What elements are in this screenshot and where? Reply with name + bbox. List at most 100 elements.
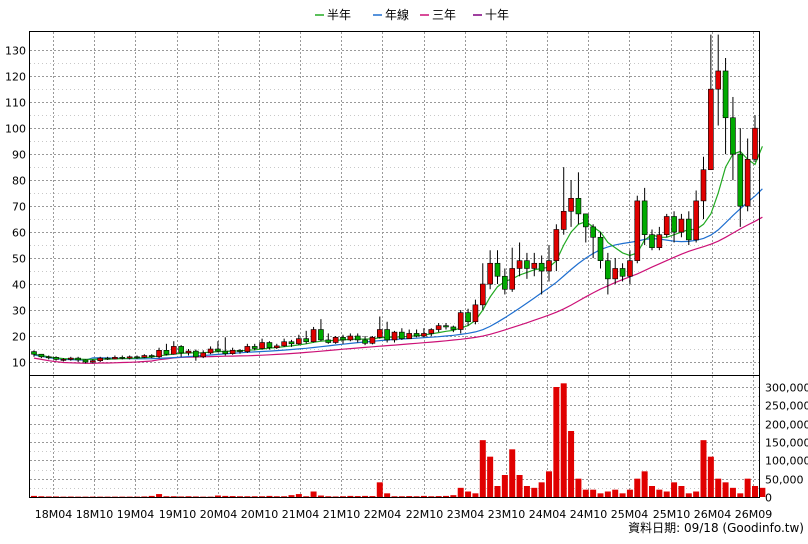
- x-tick-label: 19M04: [117, 508, 155, 521]
- footer-source: 資料日期: 09/18 (Goodinfo.tw): [628, 521, 804, 535]
- volume-bar: [82, 496, 89, 498]
- volume-bar: [303, 496, 310, 497]
- price-tick-label: 100: [5, 123, 26, 136]
- price-tick-label: 80: [12, 175, 26, 188]
- volume-bar: [663, 491, 670, 497]
- candle-body: [112, 357, 118, 360]
- volume-bar: [722, 482, 729, 497]
- volume-panel-border: [29, 375, 760, 498]
- volume-bar: [67, 496, 74, 498]
- volume-bar: [156, 494, 163, 497]
- volume-bar: [384, 493, 391, 497]
- candle-body: [148, 355, 155, 358]
- candle-body: [678, 218, 685, 233]
- volume-bar: [450, 495, 457, 497]
- volume-bar: [295, 494, 302, 497]
- volume-bar: [700, 440, 707, 497]
- candle-body: [82, 359, 89, 363]
- candle-body: [428, 329, 435, 334]
- candle-body: [413, 333, 420, 337]
- candle-body: [722, 70, 729, 119]
- candle-body: [752, 127, 758, 160]
- volume-bar: [752, 486, 758, 497]
- candle-body: [178, 346, 184, 354]
- candle-body: [229, 350, 236, 354]
- volume-bar: [693, 491, 700, 497]
- volume-bar: [178, 496, 185, 497]
- candle-body: [273, 345, 280, 349]
- candle-body: [75, 357, 81, 361]
- volume-bar: [354, 496, 361, 497]
- x-tick-label: 21M04: [282, 508, 320, 521]
- volume-axis: 0 50,000 100,000 150,000 200,000 250,000 300,0…: [765, 382, 808, 505]
- volume-bar: [45, 496, 52, 497]
- candle-body: [693, 200, 699, 241]
- candle-body: [465, 312, 471, 323]
- volume-bar: [281, 496, 288, 497]
- candle-body: [524, 260, 530, 269]
- volume-bar: [376, 482, 383, 497]
- price-tick-label: 120: [5, 71, 26, 84]
- volume-tick-label: 200,000: [765, 419, 808, 432]
- candle-body: [156, 350, 162, 358]
- candle-body: [737, 153, 744, 207]
- volume-bar: [457, 487, 464, 497]
- ma-half-year-line: [33, 146, 763, 360]
- volume-bar: [75, 496, 82, 498]
- candle-body: [97, 357, 104, 362]
- candle-body: [443, 325, 449, 328]
- candle-body: [516, 260, 523, 269]
- candle-body: [119, 357, 126, 359]
- candle-body: [325, 339, 332, 343]
- volume-bar: [501, 475, 508, 497]
- volume-bar: [413, 496, 420, 497]
- volume-bar: [729, 487, 736, 497]
- x-tick-label: 19M10: [159, 508, 197, 521]
- candle-body: [641, 200, 648, 235]
- volume-bar: [111, 496, 118, 498]
- ma-year-line: [33, 188, 763, 361]
- candle-body: [590, 226, 596, 238]
- candle-body: [457, 312, 464, 330]
- volume-bar: [678, 486, 685, 497]
- candle-body: [288, 341, 295, 345]
- candle-body: [560, 210, 567, 230]
- candle-body: [362, 339, 368, 344]
- volume-bar: [465, 491, 472, 497]
- price-axis: 10 20 30 40 50 60 70 80 90 100 110 120 130: [5, 45, 26, 370]
- volume-bar: [656, 489, 663, 497]
- volume-bar: [141, 496, 148, 497]
- candle-body: [141, 355, 148, 358]
- volume-bar: [626, 489, 633, 497]
- x-tick-label: 25M10: [653, 508, 691, 521]
- volume-bar: [560, 383, 567, 497]
- volume-bars: [31, 383, 766, 498]
- candle-body: [38, 353, 45, 358]
- volume-bar: [192, 496, 199, 497]
- candle-body: [296, 338, 302, 345]
- volume-bar: [229, 496, 236, 497]
- candle-body: [222, 350, 229, 354]
- volume-bar: [391, 496, 398, 497]
- x-tick-label: 26M09: [735, 508, 773, 521]
- volume-bar: [266, 495, 273, 497]
- volume-bar: [347, 495, 354, 497]
- volume-bar: [31, 495, 37, 497]
- candle-body: [266, 342, 273, 349]
- volume-bar: [214, 495, 221, 497]
- candle-body: [310, 329, 317, 343]
- x-tick-label: 22M04: [364, 508, 402, 521]
- candle-body: [207, 348, 214, 354]
- volume-bar: [428, 496, 435, 497]
- price-tick-label: 110: [5, 97, 26, 110]
- candle-body: [700, 169, 707, 202]
- volume-tick-label: 250,000: [765, 400, 808, 413]
- candle-body: [671, 216, 677, 233]
- candle-body: [472, 304, 479, 323]
- x-tick-label: 21M10: [323, 508, 361, 521]
- candlesticks: [31, 34, 758, 364]
- candle-body: [391, 331, 398, 341]
- volume-bar: [398, 496, 405, 497]
- candle-body: [487, 262, 493, 285]
